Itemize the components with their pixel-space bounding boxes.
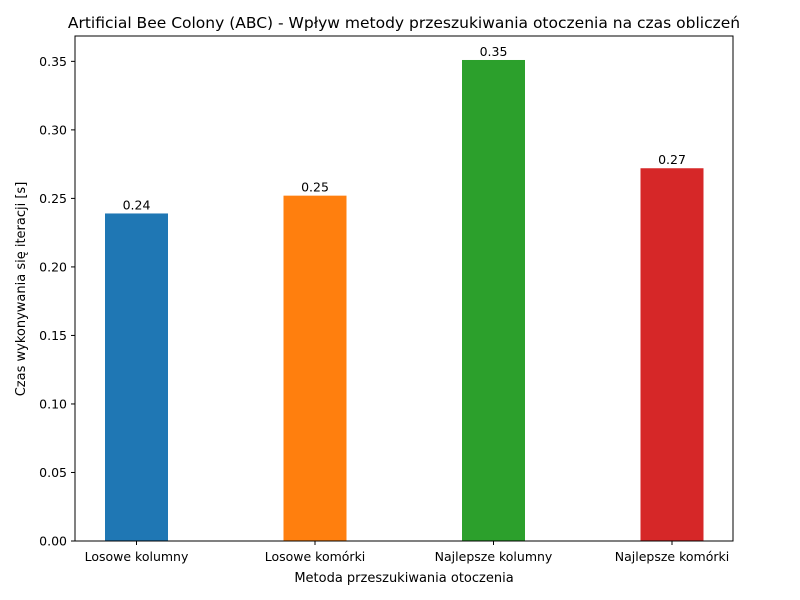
bar-value-label: 0.35 [480, 44, 508, 59]
y-tick-label: 0.10 [39, 396, 67, 411]
y-tick-label: 0.25 [39, 191, 67, 206]
y-axis-label: Czas wykonywania się iteracji [s] [14, 182, 29, 397]
plot-frame [74, 35, 734, 542]
bar-value-label: 0.27 [658, 152, 686, 167]
y-tick-label: 0.20 [39, 259, 67, 274]
plot-area: 0.24 Losowe kolumny 0.25 Losowe komórki 0.35… [39, 35, 734, 564]
bar [640, 168, 704, 541]
x-axis-label: Metoda przeszukiwania otoczenia [294, 571, 513, 586]
x-tick-label: Najlepsze kolumny [435, 549, 553, 564]
bar [105, 213, 168, 541]
y-tick-label: 0.30 [39, 122, 67, 137]
y-tick-label: 0.00 [39, 534, 67, 549]
x-tick-label: Losowe kolumny [85, 549, 189, 564]
bar [462, 59, 525, 541]
x-tick-label: Losowe komórki [265, 549, 366, 564]
y-tick-label: 0.35 [39, 54, 67, 69]
bar-value-label: 0.25 [301, 180, 329, 195]
bar [283, 195, 347, 542]
y-tick-label: 0.15 [39, 328, 67, 343]
chart-title: Artificial Bee Colony (ABC) - Wpływ meto… [68, 14, 740, 32]
bar-value-label: 0.24 [123, 197, 151, 212]
y-tick-label: 0.05 [39, 465, 67, 480]
x-tick-label: Najlepsze komórki [615, 549, 729, 564]
